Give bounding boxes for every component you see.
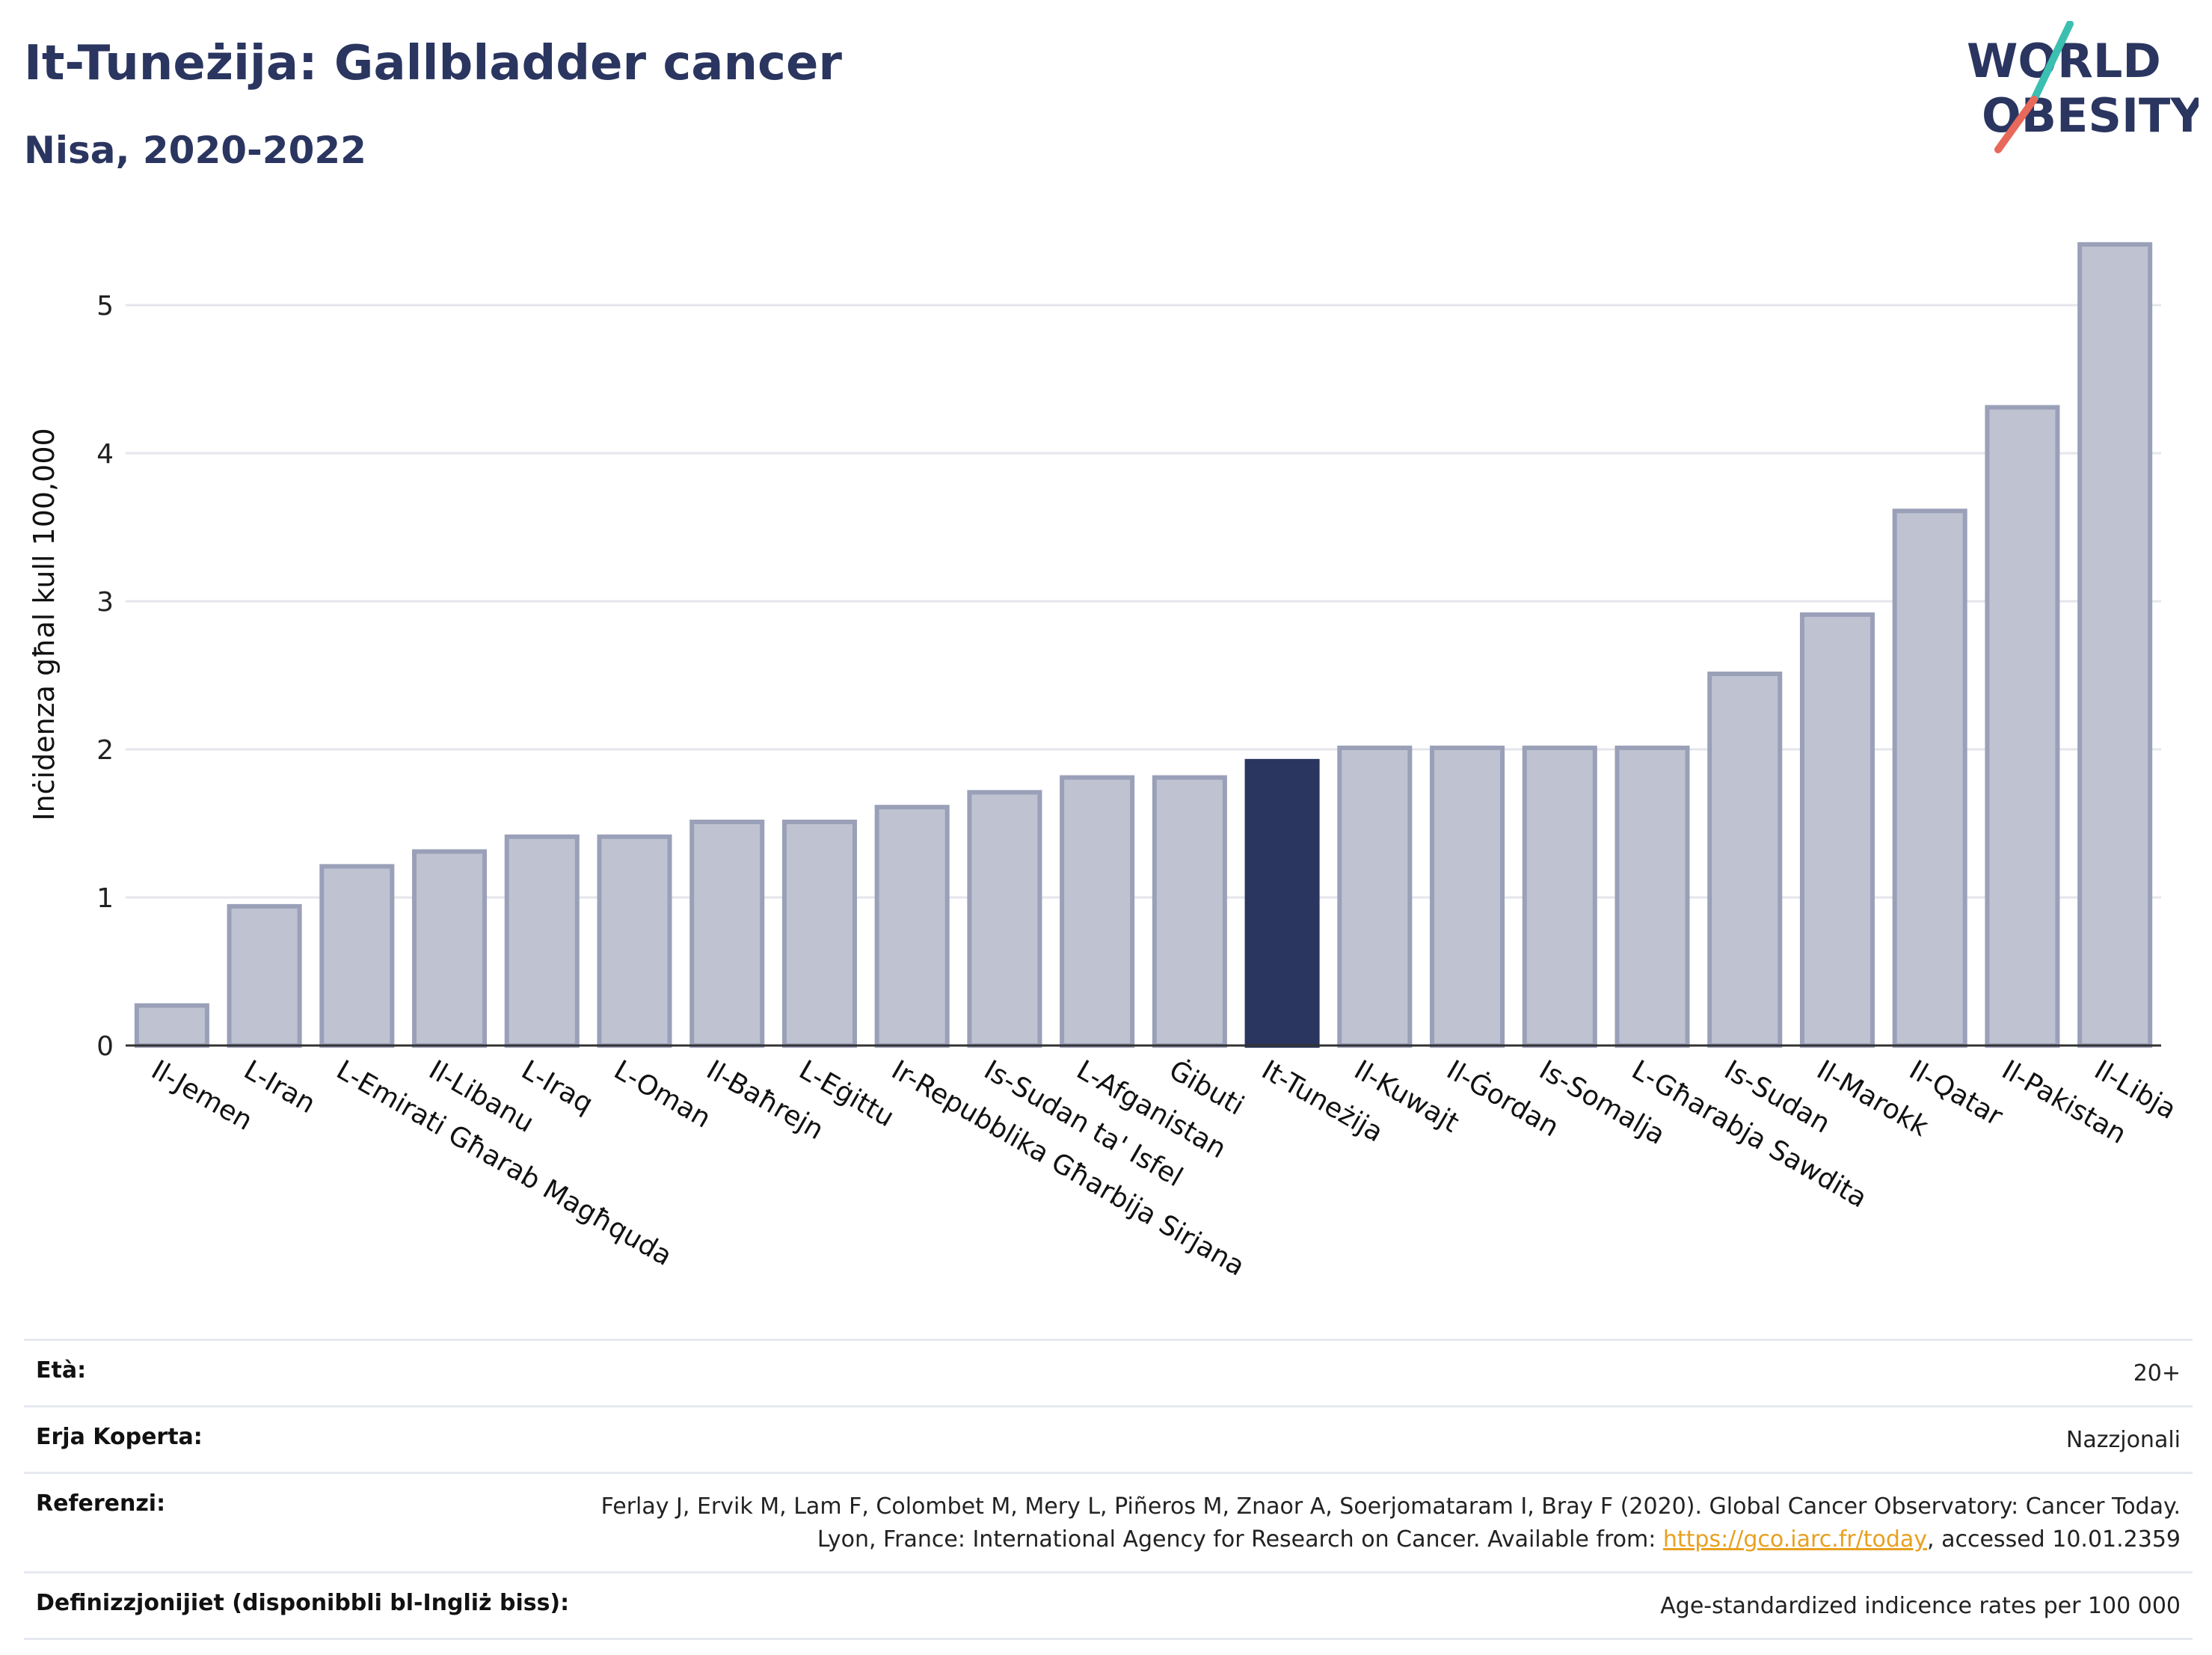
meta-row-definitions: Definizzjonijiet (disponibbli bl-Ingliż … [24, 1571, 2193, 1640]
bar [1707, 672, 1783, 1048]
page-title: It-Tuneżija: Gallbladder cancer [24, 36, 842, 91]
y-tick-label: 0 [96, 1031, 114, 1062]
bar [319, 864, 395, 1048]
bar [2077, 242, 2153, 1048]
y-tick-label: 4 [96, 439, 114, 470]
reference-link[interactable]: https://gco.iarc.fr/today [1662, 1526, 1928, 1553]
coverage-label: Erja Koperta: [36, 1424, 203, 1450]
bars [134, 242, 2153, 1048]
bar [1615, 746, 1690, 1048]
references-label: Referenzi: [36, 1490, 166, 1517]
x-tick-label: L-Oman [609, 1054, 716, 1134]
bar [874, 805, 950, 1048]
meta-row-coverage: Erja Koperta: Nazzjonali [24, 1405, 2193, 1472]
bar [1522, 746, 1597, 1048]
bar [504, 834, 580, 1048]
definitions-label: Definizzjonijiet (disponibbli bl-Ingliż … [36, 1590, 570, 1616]
logo-line-2: OBESITY [1982, 88, 2199, 143]
y-tick-label: 1 [96, 883, 114, 914]
bar [597, 834, 672, 1048]
world-obesity-logo: WORLD OBESITY [1967, 21, 2199, 153]
bar-highlighted [1244, 758, 1320, 1048]
bar [781, 820, 857, 1048]
y-tick-labels: 0 1 2 3 4 5 [96, 291, 114, 1062]
reference-accessed: , accessed 10.01.2359 [1927, 1526, 2181, 1553]
bar [1152, 775, 1227, 1048]
y-tick-label: 5 [96, 291, 114, 322]
bar [1337, 746, 1413, 1048]
page-subtitle: Nisa, 2020-2022 [24, 129, 366, 172]
bar [1430, 746, 1505, 1048]
meta-row-age: Età: 20+ [24, 1339, 2193, 1405]
meta-row-references: Referenzi: Ferlay J, Ervik M, Lam F, Col… [24, 1472, 2193, 1571]
logo-slash-top [2030, 21, 2074, 103]
y-tick-label: 2 [96, 735, 114, 766]
y-tick-label: 3 [96, 587, 114, 618]
bar [1799, 612, 1875, 1048]
reference-text: Ferlay J, Ervik M, Lam F, Colombet M, Me… [600, 1493, 2181, 1553]
references-value: Ferlay J, Ervik M, Lam F, Colombet M, Me… [535, 1490, 2181, 1556]
y-axis-title: Inċidenza għal kull 100,000 [28, 428, 61, 820]
coverage-value: Nazzjonali [2065, 1427, 2181, 1453]
logo-slash-bottom [1994, 96, 2038, 153]
metadata-table: Età: 20+ Erja Koperta: Nazzjonali Refere… [24, 1339, 2193, 1640]
bar [1060, 775, 1135, 1048]
bar [1892, 509, 1967, 1048]
bar [412, 849, 488, 1048]
bar [967, 790, 1042, 1048]
definitions-value: Age-standardized indicence rates per 100… [1660, 1593, 2181, 1619]
age-label: Età: [36, 1357, 87, 1384]
age-value: 20+ [2133, 1360, 2181, 1387]
bar [1985, 405, 2060, 1048]
bar [227, 903, 302, 1048]
bar [689, 820, 765, 1048]
x-tick-label: Il-Jemen [146, 1054, 257, 1137]
bar [134, 1003, 209, 1048]
